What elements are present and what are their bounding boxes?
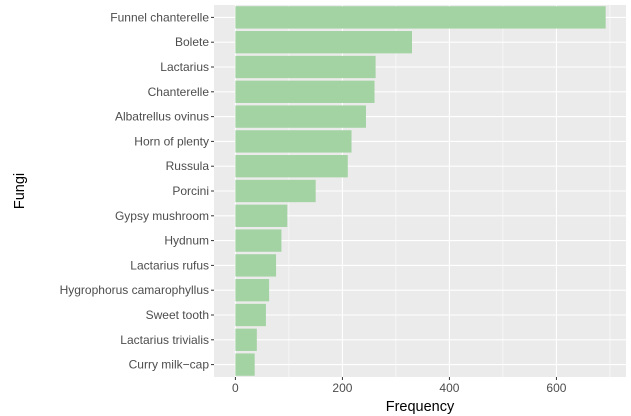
x-axis: 0 200 400 600 xyxy=(232,377,567,395)
x-tick-label: 200 xyxy=(332,381,352,395)
x-tick-label: 600 xyxy=(546,381,566,395)
bar xyxy=(235,254,277,277)
x-axis-title: Frequency xyxy=(386,399,455,415)
y-tick-label: Chanterelle xyxy=(148,85,210,99)
bar xyxy=(235,80,375,103)
y-tick-label: Albatrellus ovinus xyxy=(115,110,209,124)
bar xyxy=(235,155,348,178)
bar xyxy=(235,6,606,29)
y-tick-label: Curry milk−cap xyxy=(129,358,210,372)
y-tick-label: Porcini xyxy=(172,184,209,198)
y-axis: Funnel chanterelle Bolete Lactarius Chanter… xyxy=(60,10,214,372)
y-tick-label: Horn of plenty xyxy=(134,134,209,148)
y-tick-label: Lactarius rufus xyxy=(130,258,209,272)
bar xyxy=(235,130,352,153)
x-tick-label: 0 xyxy=(232,381,239,395)
bar xyxy=(235,229,282,252)
bar xyxy=(235,353,255,376)
x-tick-label: 400 xyxy=(439,381,459,395)
bar xyxy=(235,328,257,351)
bars xyxy=(235,6,606,376)
y-tick-label: Funnel chanterelle xyxy=(110,10,209,24)
y-tick-label: Lactarius xyxy=(160,60,209,74)
y-tick-label: Russula xyxy=(166,159,210,173)
bar xyxy=(235,179,316,203)
bar xyxy=(235,105,366,128)
y-tick-label: Lactarius trivialis xyxy=(120,333,209,347)
y-tick-label: Gypsy mushroom xyxy=(115,209,209,223)
bar xyxy=(235,303,266,327)
bar xyxy=(235,31,412,54)
y-tick-label: Bolete xyxy=(175,35,209,49)
y-tick-label: Sweet tooth xyxy=(146,308,209,322)
bar xyxy=(235,279,270,302)
bar xyxy=(235,204,288,227)
y-tick-label: Hygrophorus camarophyllus xyxy=(60,283,209,297)
y-tick-label: Hydnum xyxy=(164,234,209,248)
bar xyxy=(235,55,376,79)
y-axis-title: Fungi xyxy=(12,173,28,209)
